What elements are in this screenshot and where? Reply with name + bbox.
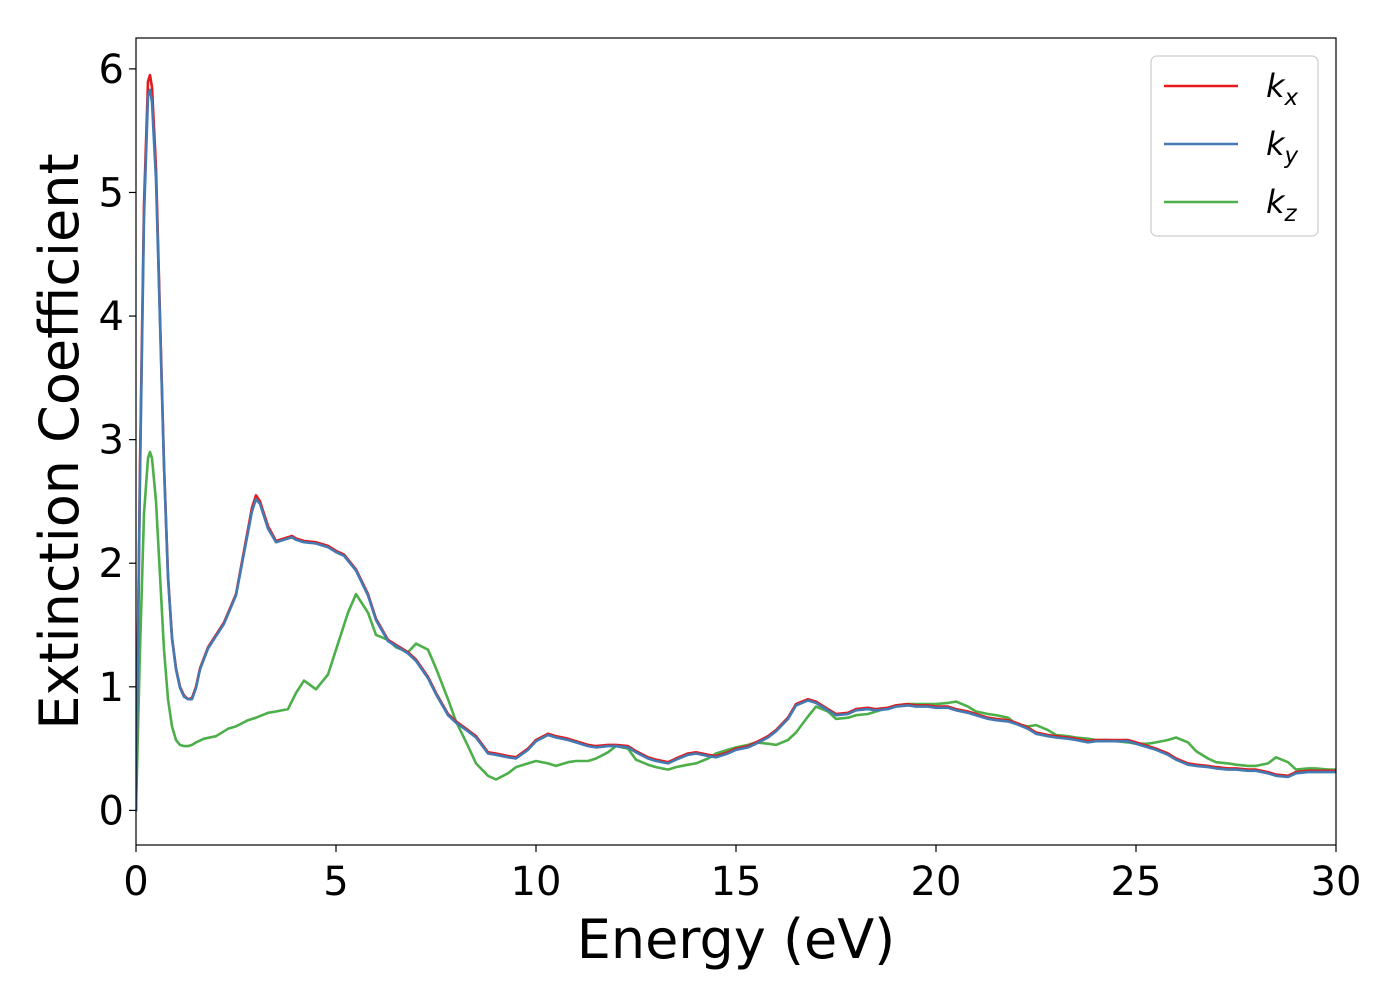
- x-axis-title: Energy (eV): [577, 908, 896, 971]
- y-axis-title: Extinction Coefficient: [28, 153, 91, 729]
- x-tick-label: 15: [711, 859, 762, 905]
- y-tick-label: 6: [99, 47, 124, 93]
- x-tick-label: 5: [323, 859, 348, 905]
- y-tick-label: 1: [99, 665, 124, 711]
- legend-box: [1150, 55, 1319, 237]
- plot-lines: [136, 73, 1336, 812]
- x-tick-label: 30: [1311, 859, 1362, 905]
- x-tick-label: 20: [911, 859, 962, 905]
- series-line-ky: [136, 88, 1336, 812]
- x-tick-label: 10: [511, 859, 562, 905]
- x-axis: 0 5 10 15 20 25 30: [123, 845, 1361, 905]
- y-tick-label: 4: [99, 294, 124, 340]
- y-tick-label: 0: [99, 788, 124, 834]
- y-tick-label: 3: [99, 418, 124, 464]
- x-tick-label: 25: [1111, 859, 1162, 905]
- y-axis: 0 1 2 3 4 5 6: [99, 47, 136, 834]
- series-line-kz: [136, 450, 1336, 812]
- y-tick-label: 2: [99, 541, 124, 587]
- legend-label-kz: kz: [1266, 183, 1298, 227]
- y-tick-label: 5: [99, 170, 124, 216]
- x-tick-label: 0: [123, 859, 148, 905]
